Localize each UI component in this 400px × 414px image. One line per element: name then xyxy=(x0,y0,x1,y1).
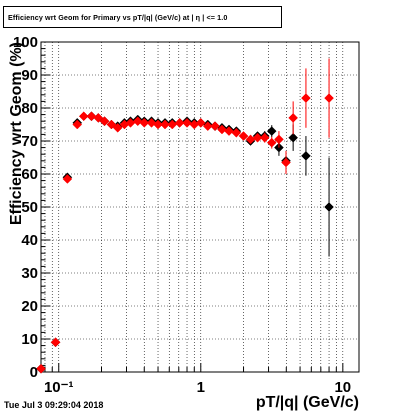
y-tick-label: 40 xyxy=(21,232,38,249)
label-layer: 0 10 20 30 40 50 60 70 80 90 100 10⁻¹ 1 10 xyxy=(13,34,351,396)
data-point xyxy=(106,119,117,130)
chart-title: Efficiency wrt Geom for Primary vs pT/|q… xyxy=(8,12,228,22)
data-point xyxy=(301,150,311,161)
data-point xyxy=(210,121,220,132)
data-point xyxy=(324,93,334,103)
y-tick-label: 50 xyxy=(21,199,38,216)
data-point xyxy=(112,122,123,133)
data-point xyxy=(160,119,170,130)
y-tick-label: 30 xyxy=(21,265,38,282)
data-point xyxy=(231,127,242,138)
data-point xyxy=(238,131,249,141)
data-point xyxy=(202,121,213,132)
data-point xyxy=(274,134,284,145)
chart-title-box: Efficiency wrt Geom for Primary vs pT/|q… xyxy=(3,6,282,28)
data-point xyxy=(139,117,150,128)
x-tick-label: 10⁻¹ xyxy=(44,379,74,396)
data-point xyxy=(266,137,277,148)
data-point xyxy=(217,124,227,135)
data-point xyxy=(72,119,83,130)
data-point xyxy=(182,117,192,128)
data-point xyxy=(50,337,61,348)
tick-layer xyxy=(41,41,344,373)
data-point xyxy=(252,132,263,143)
data-point xyxy=(174,117,185,128)
data-point xyxy=(153,119,163,130)
data-point xyxy=(266,126,277,136)
timestamp: Tue Jul 3 09:29:04 2018 xyxy=(4,400,104,410)
data-point xyxy=(93,113,104,123)
y-tick-label: 100 xyxy=(13,34,38,51)
y-axis-title: Efficiency wrt Geom (%) xyxy=(8,42,25,225)
data-point xyxy=(288,132,299,143)
series-layer xyxy=(36,58,334,374)
data-point xyxy=(195,117,206,128)
y-tick-label: 20 xyxy=(21,298,38,315)
data-point xyxy=(62,174,73,184)
data-point xyxy=(281,157,291,168)
data-point xyxy=(324,202,334,212)
x-axis-title: pT/|q| (GeV/c) xyxy=(256,394,359,411)
data-point xyxy=(99,116,110,127)
data-point xyxy=(78,111,89,122)
x-tick-label: 1 xyxy=(197,379,205,396)
y-tick-label: 60 xyxy=(21,166,38,183)
data-point xyxy=(36,363,46,374)
y-tick-label: 80 xyxy=(21,100,38,117)
data-point xyxy=(86,111,97,122)
data-point xyxy=(301,93,311,103)
y-tick-label: 70 xyxy=(21,133,38,150)
grid-layer xyxy=(41,42,359,372)
data-point xyxy=(259,132,270,143)
data-point xyxy=(288,113,299,123)
y-tick-label: 10 xyxy=(21,331,38,348)
y-tick-label: 0 xyxy=(30,364,38,381)
x-tick-label: 10 xyxy=(334,379,351,396)
y-tick-label: 90 xyxy=(21,67,38,84)
data-point xyxy=(224,126,234,136)
